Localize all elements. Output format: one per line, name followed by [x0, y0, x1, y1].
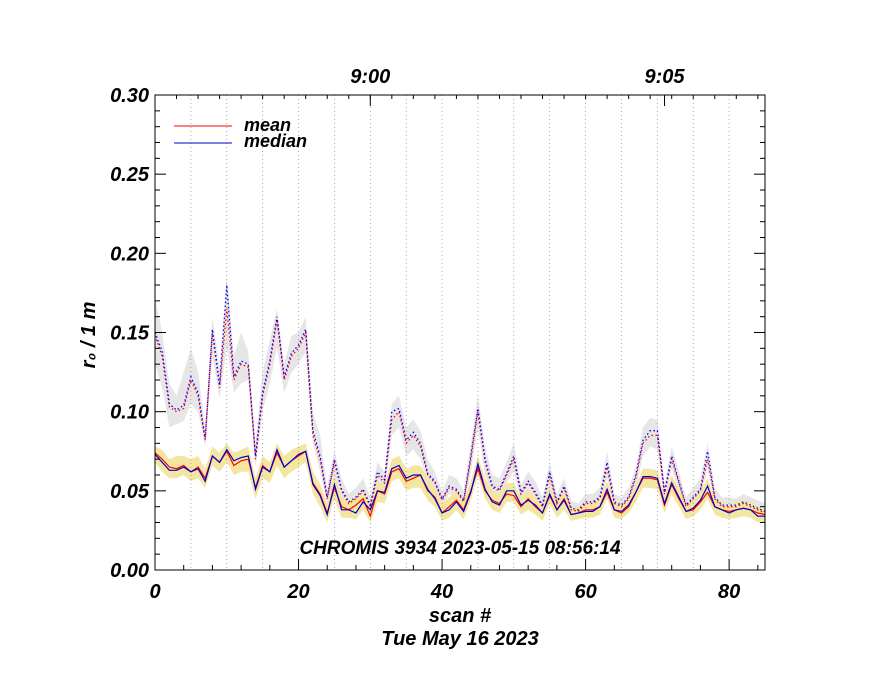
legend-label-median: median [244, 131, 307, 151]
y-axis-label: r₀ / 1 m [78, 302, 100, 369]
x-tick-label: 80 [718, 581, 740, 603]
chart-annotation: CHROMIS 3934 2023-05-15 08:56:14 [299, 538, 621, 559]
y-tick-label: 0.30 [110, 85, 149, 107]
top-tick-label: 9:00 [350, 66, 390, 88]
uncertainty-bands [155, 277, 765, 523]
y-tick-label: 0.25 [110, 164, 150, 186]
series-median-upper [154, 284, 766, 512]
band-lower [155, 443, 765, 523]
x-tick-label: 0 [149, 581, 160, 603]
y-tick-label: 0.20 [110, 243, 149, 265]
y-tick-label: 0.00 [110, 560, 149, 582]
x-axis-label: scan # [429, 605, 492, 627]
legend-label-mean: mean [244, 115, 291, 135]
footer-date: Tue May 16 2023 [381, 628, 539, 650]
series-median [154, 447, 765, 517]
y-tick-label: 0.10 [110, 402, 149, 424]
x-tick-label: 40 [430, 581, 453, 603]
legend: mean median [174, 115, 307, 151]
y-tick-label: 0.05 [110, 481, 150, 503]
x-tick-label: 20 [286, 581, 309, 603]
series-lines [154, 284, 766, 519]
x-tick-label: 60 [574, 581, 596, 603]
axes: 0.00 0.05 0.10 0.15 0.20 0.25 0.30 0 20 40 60 80 9:0… [110, 66, 766, 603]
y-tick-label: 0.15 [110, 323, 150, 345]
top-tick-label: 9:05 [645, 66, 686, 88]
